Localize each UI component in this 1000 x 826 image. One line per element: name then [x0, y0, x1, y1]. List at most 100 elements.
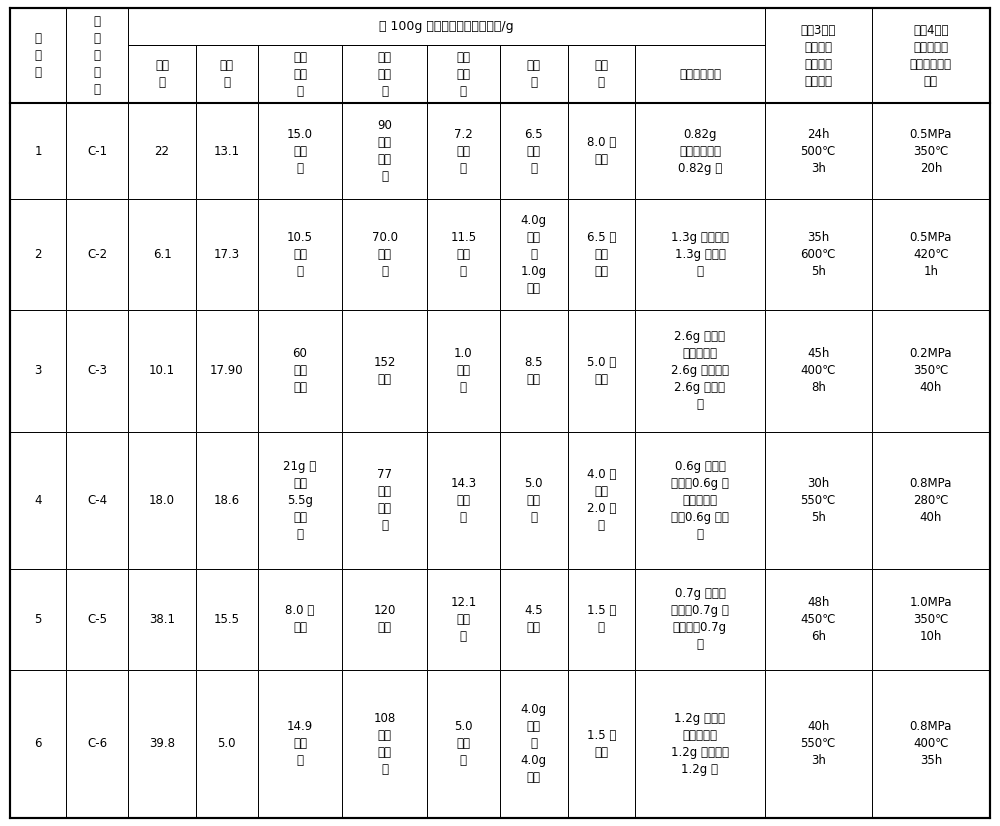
Text: 第（3）步
干燥时间
焙烧温度
焙烧时间: 第（3）步 干燥时间 焙烧温度 焙烧时间 [801, 24, 836, 88]
Bar [427, 45, 500, 103]
Text: 第（4）步
硫化处理的
压力，温度，
时间: 第（4）步 硫化处理的 压力，温度， 时间 [910, 24, 952, 88]
Text: 12.1
偏钛
酸: 12.1 偏钛 酸 [450, 596, 477, 643]
Text: 4.0 蔗
糖和
2.0 淀
粉: 4.0 蔗 糖和 2.0 淀 粉 [587, 468, 616, 532]
Text: 24h
500℃
3h: 24h 500℃ 3h [801, 127, 836, 174]
Bar [568, 103, 635, 199]
Text: 70.0
氧化
铝: 70.0 氧化 铝 [372, 230, 398, 278]
Bar [10, 199, 66, 310]
Bar [10, 310, 66, 431]
Bar [128, 431, 196, 569]
Text: 粘结
剂: 粘结 剂 [527, 59, 541, 89]
Text: 10.5
碳酸
镁: 10.5 碳酸 镁 [287, 230, 313, 278]
Bar [765, 670, 872, 818]
Text: 0.5MPa
420℃
1h: 0.5MPa 420℃ 1h [910, 230, 952, 278]
Bar [128, 8, 765, 45]
Bar [10, 569, 66, 670]
Text: 0.82g
聚丙烯酸胺、
0.82g 萘: 0.82g 聚丙烯酸胺、 0.82g 萘 [678, 127, 722, 174]
Bar [258, 569, 342, 670]
Bar [66, 310, 128, 431]
Bar [258, 199, 342, 310]
Bar [635, 431, 765, 569]
Text: 45h
400℃
8h: 45h 400℃ 8h [800, 347, 836, 394]
Text: 5: 5 [34, 613, 42, 626]
Bar [635, 569, 765, 670]
Bar [500, 670, 568, 818]
Bar [872, 199, 990, 310]
Text: 2: 2 [34, 248, 42, 261]
Bar [765, 8, 872, 103]
Bar [765, 431, 872, 569]
Bar [427, 670, 500, 818]
Bar [342, 670, 427, 818]
Bar [258, 431, 342, 569]
Text: 每 100g 催化剂所需原料及用量/g: 每 100g 催化剂所需原料及用量/g [379, 21, 514, 33]
Text: 6: 6 [34, 737, 42, 750]
Text: 22: 22 [155, 145, 170, 158]
Text: 77
拟薄
水铝
石: 77 拟薄 水铝 石 [377, 468, 392, 532]
Text: C-2: C-2 [87, 248, 107, 261]
Bar [342, 310, 427, 431]
Text: 钼酸
铵: 钼酸 铵 [220, 59, 234, 89]
Bar [427, 310, 500, 431]
Text: 152
铝胶: 152 铝胶 [373, 356, 396, 386]
Bar [196, 310, 258, 431]
Bar [66, 8, 128, 103]
Bar [568, 569, 635, 670]
Text: 0.8MPa
280℃
40h: 0.8MPa 280℃ 40h [910, 477, 952, 524]
Text: 15.5: 15.5 [214, 613, 240, 626]
Text: 17.3: 17.3 [214, 248, 240, 261]
Bar [872, 670, 990, 818]
Bar [10, 8, 66, 103]
Text: 6.5 聚
丙烯
酸胺: 6.5 聚 丙烯 酸胺 [587, 230, 616, 278]
Bar [765, 8, 872, 103]
Text: 5.0
氧化
钛: 5.0 氧化 钛 [454, 720, 473, 767]
Text: 含镁
化合
物: 含镁 化合 物 [293, 51, 307, 98]
Bar [342, 45, 427, 103]
Bar [258, 670, 342, 818]
Text: 7.2
偏钛
酸: 7.2 偏钛 酸 [454, 127, 473, 174]
Text: 4.5
硝酸: 4.5 硝酸 [524, 605, 543, 634]
Text: 18.0: 18.0 [149, 494, 175, 507]
Text: 实
施
例: 实 施 例 [35, 32, 42, 79]
Text: 8.0 氧
化镁: 8.0 氧 化镁 [285, 605, 315, 634]
Bar [128, 670, 196, 818]
Bar [196, 431, 258, 569]
Text: 90
拟薄
水铝
石: 90 拟薄 水铝 石 [377, 119, 392, 183]
Text: 17.90: 17.90 [210, 364, 244, 377]
Bar [427, 199, 500, 310]
Text: 5.0
柠檬
酸: 5.0 柠檬 酸 [525, 477, 543, 524]
Text: 2.6g 聚苯乙
烯丙烯晴、
2.6g 聚酰胺、
2.6g 三聚氰
胺: 2.6g 聚苯乙 烯丙烯晴、 2.6g 聚酰胺、 2.6g 三聚氰 胺 [671, 330, 729, 411]
Bar [427, 103, 500, 199]
Text: 14.9
草酸
镁: 14.9 草酸 镁 [287, 720, 313, 767]
Bar [427, 569, 500, 670]
Text: 38.1: 38.1 [149, 613, 175, 626]
Text: 18.6: 18.6 [214, 494, 240, 507]
Text: 1.5 柠
檬酸: 1.5 柠 檬酸 [587, 729, 616, 758]
Bar [66, 569, 128, 670]
Text: 0.8MPa
400℃
35h: 0.8MPa 400℃ 35h [910, 720, 952, 767]
Text: 3: 3 [34, 364, 42, 377]
Bar [196, 569, 258, 670]
Text: 含钛
化合
物: 含钛 化合 物 [456, 51, 470, 98]
Bar [128, 103, 196, 199]
Text: 5.0 柠
檬酸: 5.0 柠 檬酸 [587, 356, 616, 386]
Bar [10, 103, 66, 199]
Bar [10, 431, 66, 569]
Bar [872, 569, 990, 670]
Bar [872, 8, 990, 103]
Bar [128, 199, 196, 310]
Bar [500, 199, 568, 310]
Bar [10, 670, 66, 818]
Text: 8.0 田
管粉: 8.0 田 管粉 [587, 136, 616, 166]
Bar [342, 431, 427, 569]
Text: 10.1: 10.1 [149, 364, 175, 377]
Bar [765, 310, 872, 431]
Text: 30h
550℃
5h: 30h 550℃ 5h [801, 477, 836, 524]
Bar [568, 431, 635, 569]
Bar [66, 199, 128, 310]
Bar [872, 8, 990, 103]
Bar [128, 45, 196, 103]
Bar [128, 310, 196, 431]
Text: 0.2MPa
350℃
40h: 0.2MPa 350℃ 40h [910, 347, 952, 394]
Text: C-1: C-1 [87, 145, 107, 158]
